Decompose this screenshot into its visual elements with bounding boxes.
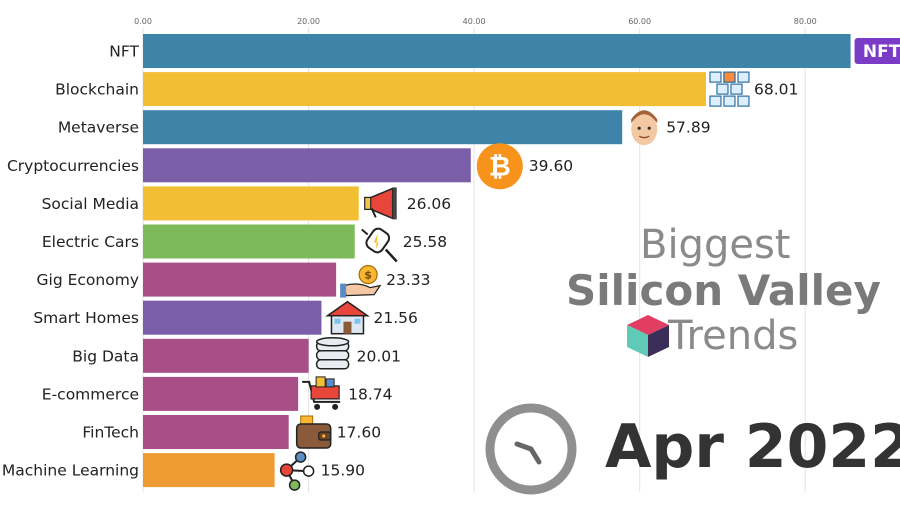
value-label: 21.56 [373,309,417,327]
category-label: FinTech [82,424,139,442]
x-tick-label: 80.00 [794,17,817,26]
category-label: Gig Economy [37,271,139,289]
category-label: Big Data [72,347,139,365]
bar-e-commerce [143,376,299,411]
person-face-icon [631,110,658,146]
svg-text:NFT: NFT [863,42,900,62]
electric-plug-icon [361,227,398,263]
bar-gig-economy [143,262,337,297]
value-label: 25.58 [403,233,447,251]
bar-machine-learning [143,453,275,488]
megaphone-icon [364,187,397,220]
nft-badge-icon: NFT [854,38,900,64]
coin-hand-icon: $ [340,265,382,298]
category-label: Smart Homes [33,309,139,327]
value-label: 20.01 [357,347,401,365]
svg-text:$: $ [364,269,372,282]
bar-nft [143,34,851,68]
chart-title-line-2: Silicon Valley [566,266,881,315]
value-label: 57.89 [666,119,710,137]
value-label: 17.60 [337,424,381,442]
x-tick-label: 0.00 [134,17,152,26]
value-label: 68.01 [754,81,798,99]
x-tick-label: 60.00 [628,17,651,26]
x-tick-label: 40.00 [463,17,486,26]
value-label: 18.74 [348,385,392,403]
category-label: Metaverse [58,119,139,137]
category-label: NFT [109,43,139,61]
bitcoin-icon: ₿ [476,143,523,190]
bar-big-data [143,338,309,373]
date-label: Apr 2022 [605,412,900,482]
bar-electric-cars [143,224,355,259]
bar-fintech [143,415,289,449]
bar-social-media [143,186,359,221]
wallet-icon [295,415,332,449]
category-label: Blockchain [55,81,139,99]
value-label: 23.33 [386,271,430,289]
category-label: E-commerce [42,385,139,403]
value-label: 39.60 [529,157,573,175]
chart-title-line-3: Trends [668,313,799,359]
bar-metaverse [143,110,623,145]
cube-logo-icon [627,315,669,357]
shopping-cart-icon [302,376,341,410]
chart-title-line-1: Biggest [640,222,791,268]
blockchain-cubes-icon [709,71,750,107]
svg-text:₿: ₿ [489,151,511,182]
clock-icon [485,403,577,495]
category-label: Cryptocurrencies [7,157,139,175]
x-tick-label: 20.00 [297,17,320,26]
bar-blockchain [143,72,706,107]
database-icon [315,337,350,370]
smart-home-icon [325,300,370,335]
value-label: 26.06 [407,195,451,213]
bar-smart-homes [143,300,322,335]
value-label: 15.90 [321,462,365,480]
bar-cryptocurrencies [143,148,471,183]
category-label: Machine Learning [2,462,139,480]
network-nodes-icon [279,451,315,491]
category-label: Electric Cars [42,233,139,251]
category-label: Social Media [42,195,139,213]
